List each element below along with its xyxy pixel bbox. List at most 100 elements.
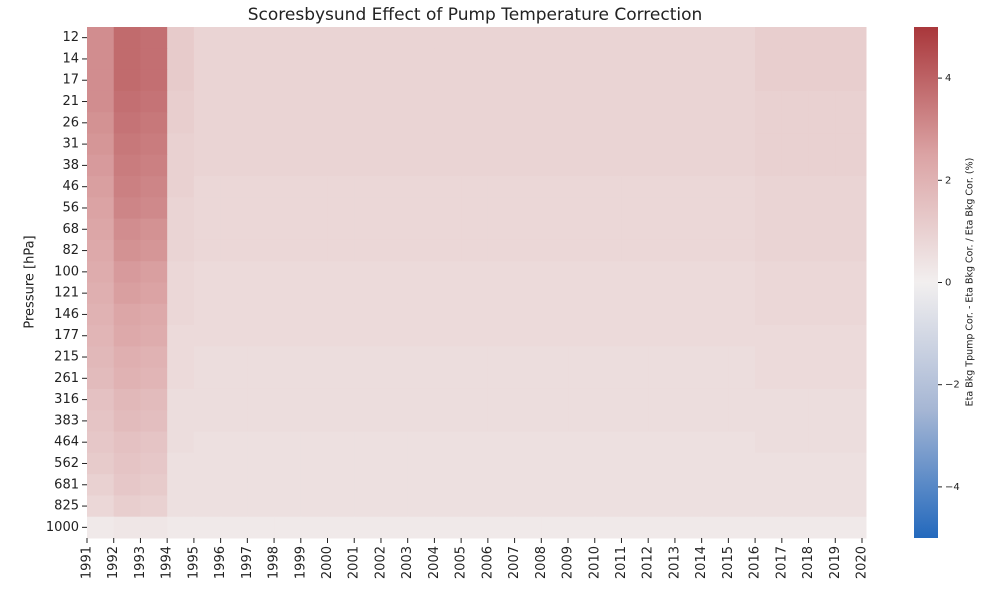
- heat-cell: [487, 388, 516, 411]
- y-tick-label: 46: [62, 179, 79, 194]
- heat-cell: [808, 410, 836, 433]
- heat-cell: [835, 346, 867, 369]
- heat-cell: [674, 69, 703, 92]
- heat-cell: [407, 197, 435, 220]
- heat-cell: [300, 367, 329, 390]
- x-tick-label: 2006: [480, 546, 495, 579]
- heat-cell: [487, 48, 516, 71]
- heat-cell: [274, 303, 302, 326]
- heat-cell: [568, 69, 596, 92]
- heat-cell: [461, 261, 489, 283]
- heat-cell: [487, 133, 516, 156]
- heat-cell: [434, 303, 462, 326]
- heat-cell: [568, 90, 596, 113]
- heat-cell: [220, 431, 248, 454]
- heat-cell: [354, 176, 382, 198]
- heat-cell: [701, 325, 729, 347]
- heat-cell: [220, 133, 248, 156]
- heat-cell: [568, 452, 596, 475]
- heat-cell: [648, 495, 676, 518]
- heat-cell: [594, 325, 622, 347]
- heat-cell: [327, 218, 355, 241]
- heat-cell: [300, 388, 329, 411]
- heat-cell: [487, 112, 516, 134]
- heat-cell: [594, 431, 622, 454]
- heat-cell: [193, 218, 222, 241]
- heat-cell: [648, 388, 676, 411]
- heat-cell: [514, 176, 542, 198]
- heat-cell: [781, 410, 810, 433]
- heat-cell: [541, 346, 569, 369]
- heat-cell: [594, 197, 622, 220]
- heat-cell: [621, 218, 649, 241]
- heat-cell: [461, 154, 489, 177]
- heat-cell: [648, 410, 676, 433]
- y-tick-label: 825: [54, 499, 79, 514]
- heat-cell: [220, 48, 248, 71]
- heat-cell: [674, 325, 703, 347]
- heat-cell: [113, 495, 141, 518]
- heat-cell: [835, 388, 867, 411]
- heat-cell: [354, 69, 382, 92]
- heat-cell: [461, 90, 489, 113]
- heat-cell: [434, 48, 462, 71]
- heat-cell: [621, 325, 649, 347]
- heat-cell: [755, 176, 783, 198]
- heat-cell: [380, 303, 409, 326]
- heat-cell: [274, 431, 302, 454]
- heat-cell: [380, 388, 409, 411]
- heat-cell: [701, 133, 729, 156]
- heat-cell: [354, 90, 382, 113]
- colorbar-tick-label: 2: [945, 175, 951, 186]
- heat-cell: [648, 48, 676, 71]
- heat-cell: [327, 27, 355, 49]
- y-tick-label: 21: [62, 94, 79, 109]
- heat-cell: [87, 516, 115, 539]
- heat-cell: [167, 452, 195, 475]
- heat-cell: [621, 431, 649, 454]
- heat-cell: [621, 452, 649, 475]
- heat-cell: [327, 154, 355, 177]
- heat-cell: [380, 452, 409, 475]
- heat-cell: [541, 90, 569, 113]
- heat-cell: [274, 410, 302, 433]
- heat-cell: [354, 261, 382, 283]
- heat-cell: [674, 27, 703, 49]
- heat-cell: [140, 27, 168, 49]
- heat-cell: [514, 410, 542, 433]
- heat-cell: [701, 303, 729, 326]
- y-tick-label: 26: [62, 115, 79, 130]
- heat-cell: [701, 388, 729, 411]
- heat-cell: [300, 197, 329, 220]
- heat-cell: [755, 303, 783, 326]
- heat-cell: [87, 48, 115, 71]
- heat-cell: [835, 218, 867, 241]
- heat-cell: [568, 261, 596, 283]
- heat-cell: [380, 410, 409, 433]
- heat-cell: [300, 154, 329, 177]
- heat-cell: [808, 197, 836, 220]
- x-tick-label: 2015: [721, 546, 736, 579]
- heat-cell: [514, 346, 542, 369]
- heat-cell: [541, 474, 569, 496]
- heat-cell: [674, 90, 703, 113]
- heat-cell: [140, 388, 168, 411]
- heat-cell: [674, 133, 703, 156]
- heat-cell: [300, 303, 329, 326]
- heat-cell: [568, 346, 596, 369]
- chart-title: Scoresbysund Effect of Pump Temperature …: [248, 5, 703, 25]
- heat-cell: [354, 346, 382, 369]
- heat-cell: [594, 218, 622, 241]
- y-axis-label: Pressure [hPa]: [23, 235, 38, 328]
- heat-cell: [87, 239, 115, 262]
- heat-cell: [193, 154, 222, 177]
- heat-cell: [300, 282, 329, 305]
- heat-cell: [594, 48, 622, 71]
- heat-cell: [140, 69, 168, 92]
- heat-cell: [621, 388, 649, 411]
- heat-cell: [568, 495, 596, 518]
- heat-cell: [487, 325, 516, 347]
- heat-cell: [541, 218, 569, 241]
- x-tick-label: 1995: [186, 546, 201, 579]
- heat-cell: [514, 154, 542, 177]
